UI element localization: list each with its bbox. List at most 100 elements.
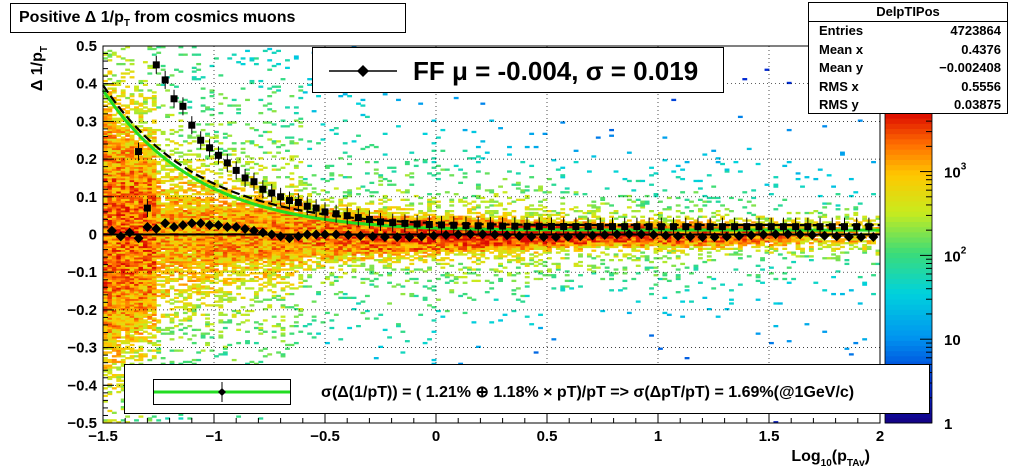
sigma-point: [743, 223, 751, 231]
y-tick-label: −0.2: [67, 302, 97, 319]
mean-point: [770, 229, 781, 240]
sigma-point: [143, 204, 151, 212]
mean-point: [392, 232, 403, 243]
x-axis-label: Log10(pTAv): [791, 448, 870, 469]
y-tick-label: −0.5: [67, 415, 97, 432]
mean-point: [868, 231, 879, 242]
mean-point: [231, 221, 242, 232]
sigma-point: [792, 223, 800, 231]
mean-point: [453, 229, 464, 240]
sigma-point: [413, 220, 421, 228]
mean-point: [195, 218, 206, 229]
sigma-point: [332, 210, 340, 218]
sigma-point: [633, 223, 641, 231]
sigma-point: [223, 159, 231, 167]
mean-point: [709, 232, 720, 243]
mean-point: [575, 231, 586, 242]
mean-point: [734, 231, 745, 242]
sigma-point: [694, 223, 702, 231]
sigma-point: [401, 219, 409, 227]
mean-point: [284, 233, 295, 244]
sigma-point: [804, 223, 812, 231]
stats-row-rms-y: RMS y 0.03875: [819, 97, 1001, 112]
mean-point: [782, 229, 793, 240]
mean-point: [248, 225, 259, 236]
sigma-point: [499, 222, 507, 230]
sigma-point: [241, 174, 249, 182]
mean-point: [489, 229, 500, 240]
mean-point: [343, 230, 354, 241]
sigma-point: [312, 204, 320, 212]
sigma-point: [450, 221, 458, 229]
sigma-point: [608, 223, 616, 231]
stats-box: DelpTIPos Entries 4723864 Mean x 0.4376 Me…: [808, 2, 1008, 114]
mean-point: [311, 229, 322, 240]
sigma-point: [321, 208, 329, 216]
sigma-point: [670, 223, 678, 231]
mean-point: [672, 231, 683, 242]
mean-point: [115, 231, 126, 242]
mean-point: [302, 229, 313, 240]
x-tick-label: −1: [205, 428, 222, 445]
colorbar-tick-label: 1: [944, 416, 952, 433]
sigma-point: [755, 223, 763, 231]
x-tick-label: 0: [432, 428, 440, 445]
sigma-point: [547, 222, 555, 230]
sigma-point: [232, 166, 240, 174]
sigma-point: [303, 202, 311, 210]
sigma-point: [179, 102, 187, 110]
mean-point: [660, 230, 671, 241]
chart-title: Positive Δ 1/pT from cosmics muons: [19, 9, 296, 30]
resolution-legend-text: σ(Δ(1/pT)) = ( 1.21% ⊕ 1.18% × pT)/pT =>…: [321, 384, 855, 401]
mean-point: [819, 230, 830, 241]
x-tick-label: −0.5: [310, 428, 340, 445]
fit-legend-text: FF μ = -0.004, σ = 0.019: [413, 56, 699, 86]
sigma-point: [706, 223, 714, 231]
sigma-point: [135, 148, 143, 156]
colorbar-tick-label: 10: [944, 332, 961, 349]
sigma-point: [779, 223, 787, 231]
mean-point: [293, 231, 304, 242]
sigma-point: [596, 223, 604, 231]
mean-point: [514, 230, 525, 241]
sigma-point: [170, 95, 178, 103]
mean-point: [160, 218, 171, 229]
sigma-point: [535, 222, 543, 230]
sigma-point: [816, 223, 824, 231]
mean-point: [624, 229, 635, 240]
y-tick-label: −0.1: [67, 264, 97, 281]
mean-point: [465, 229, 476, 240]
sigma-point: [250, 178, 258, 186]
sigma-point: [389, 219, 397, 227]
mean-point: [177, 220, 188, 231]
mean-point: [320, 229, 330, 240]
x-tick-label: 0.5: [537, 428, 558, 445]
mean-point: [106, 225, 117, 236]
mean-point: [169, 221, 180, 232]
mean-point: [275, 231, 286, 242]
colorbar-tick-label: 103: [944, 162, 967, 182]
sigma-point: [259, 185, 267, 193]
mean-point: [795, 229, 806, 240]
mean-point: [367, 231, 378, 242]
mean-point: [538, 232, 549, 243]
sigma-point: [718, 223, 726, 231]
mean-point: [133, 233, 144, 244]
fit-legend-marker: [329, 65, 397, 77]
y-tick-label: 0.5: [76, 38, 97, 55]
mean-point: [379, 231, 390, 242]
sigma-point: [584, 223, 592, 231]
sigma-point: [294, 198, 302, 206]
y-tick-label: 0.2: [76, 151, 97, 168]
mean-point: [440, 230, 451, 241]
stats-row-mean-y: Mean y −0.002408: [819, 60, 1001, 75]
mean-point: [355, 230, 366, 241]
colorbar-tick-label: 102: [944, 245, 967, 265]
mean-point: [222, 221, 233, 232]
chart-title-box: Positive Δ 1/pT from cosmics muons: [10, 3, 406, 33]
sigma-point: [828, 223, 836, 231]
stats-name: DelpTIPos: [809, 3, 1007, 22]
sigma-point: [197, 136, 205, 144]
sigma-point: [486, 222, 494, 230]
